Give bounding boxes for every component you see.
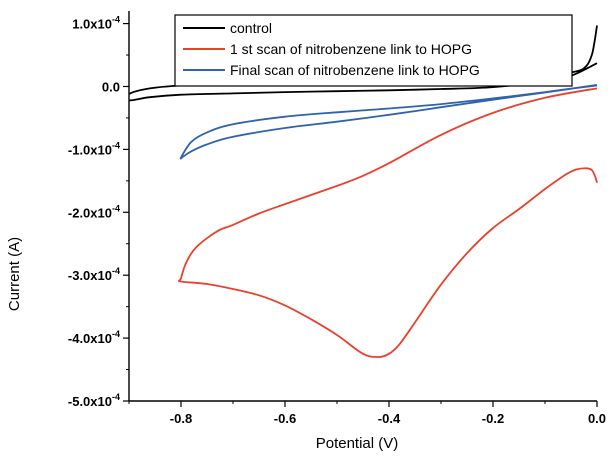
legend-label: control [230, 20, 272, 36]
y-tick-label: 1.0x10-4 [72, 15, 120, 32]
plot-axes: 1.0x10-4 0.0 -1.0x10-4 -2.0x10-4 -3.0x10-4 -4… [68, 11, 606, 426]
x-tick-label: 0.0 [588, 411, 606, 426]
y-tick-label: -5.0x10-4 [68, 392, 120, 409]
y-tick-label: 0.0 [102, 79, 120, 94]
y-tick-label: -4.0x10-4 [68, 329, 120, 346]
x-tick-label: -0.4 [378, 411, 401, 426]
series-line-1 [177, 87, 598, 358]
y-tick-label: -3.0x10-4 [68, 266, 120, 283]
legend: control 1 st scan of nitrobenzene link to… [174, 14, 573, 87]
y-tick-label: -2.0x10-4 [68, 203, 120, 220]
legend-label: 1 st scan of nitrobenzene link to HOPG [230, 41, 472, 57]
x-axis-title: Potential (V) [316, 435, 399, 452]
legend-label: Final scan of nitrobenzene link to HOPG [230, 62, 480, 78]
series-line-2 [179, 84, 598, 160]
x-tick-label: -0.2 [482, 411, 504, 426]
y-axis-title: Current (A) [6, 237, 23, 311]
legend-box [174, 14, 573, 87]
x-tick-label: -0.8 [170, 411, 192, 426]
x-tick-label: -0.6 [274, 411, 296, 426]
y-tick-label: -1.0x10-4 [68, 140, 120, 157]
